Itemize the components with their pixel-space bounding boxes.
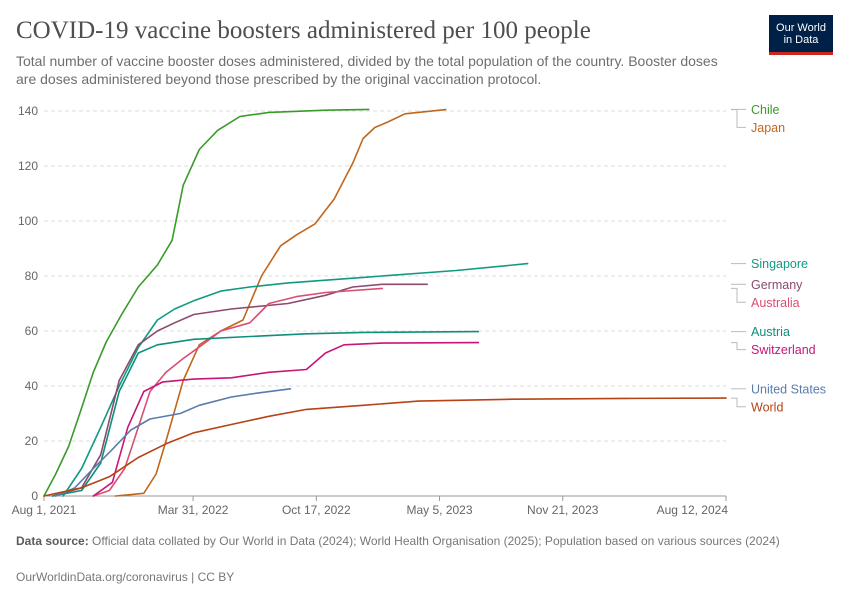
legend-label-japan: Japan bbox=[751, 121, 785, 135]
x-tick-label: Aug 12, 2024 bbox=[657, 503, 729, 517]
series-line-germany bbox=[51, 283, 428, 497]
legend-connector-world bbox=[731, 397, 746, 408]
y-tick-label: 140 bbox=[18, 104, 38, 118]
x-tick-label: Aug 1, 2021 bbox=[12, 503, 77, 517]
x-tick-label: May 5, 2023 bbox=[406, 503, 472, 517]
logo-line-1: Our World bbox=[776, 21, 826, 34]
y-tick-label: 0 bbox=[31, 489, 38, 503]
legend-label-switzerland: Switzerland bbox=[751, 343, 816, 357]
legend-connector-australia bbox=[731, 287, 746, 303]
y-tick-label: 100 bbox=[18, 214, 38, 228]
x-tick-label: Mar 31, 2022 bbox=[158, 503, 229, 517]
legend-label-united-states: United States bbox=[751, 382, 826, 396]
y-tick-label: 60 bbox=[25, 324, 39, 338]
series-line-singapore bbox=[62, 262, 529, 497]
y-tick-label: 20 bbox=[25, 434, 39, 448]
legend-label-germany: Germany bbox=[751, 278, 803, 292]
series-line-switzerland bbox=[92, 341, 480, 497]
legend-label-chile: Chile bbox=[751, 103, 780, 117]
legend-connector-japan bbox=[731, 109, 746, 128]
data-source-label: Data source: bbox=[16, 534, 89, 548]
y-tick-label: 120 bbox=[18, 159, 38, 173]
legend-label-world: World bbox=[751, 400, 783, 414]
series-line-chile bbox=[43, 108, 370, 497]
chart-subtitle: Total number of vaccine booster doses ad… bbox=[16, 53, 718, 87]
legend-label-austria: Austria bbox=[751, 325, 790, 339]
chart-title: COVID-19 vaccine boosters administered p… bbox=[16, 17, 591, 44]
series-line-austria bbox=[51, 330, 480, 497]
x-tick-label: Oct 17, 2022 bbox=[282, 503, 351, 517]
data-source: Data source: Official data collated by O… bbox=[16, 534, 816, 549]
owid-logo[interactable]: Our World in Data bbox=[769, 15, 833, 55]
credit-line[interactable]: OurWorldinData.org/coronavirus | CC BY bbox=[16, 570, 235, 584]
x-tick-label: Nov 21, 2023 bbox=[527, 503, 599, 517]
series-line-australia bbox=[92, 287, 383, 497]
legend-connector-switzerland bbox=[731, 342, 746, 351]
series-line-united-states bbox=[54, 388, 292, 497]
data-source-text: Official data collated by Our World in D… bbox=[92, 534, 780, 548]
legend-label-australia: Australia bbox=[751, 296, 800, 310]
series-line-japan bbox=[114, 108, 447, 497]
legend-label-singapore: Singapore bbox=[751, 257, 808, 271]
logo-line-2: in Data bbox=[783, 33, 819, 46]
series-line-world bbox=[43, 397, 727, 497]
y-tick-label: 40 bbox=[25, 379, 39, 393]
y-tick-label: 80 bbox=[25, 269, 39, 283]
